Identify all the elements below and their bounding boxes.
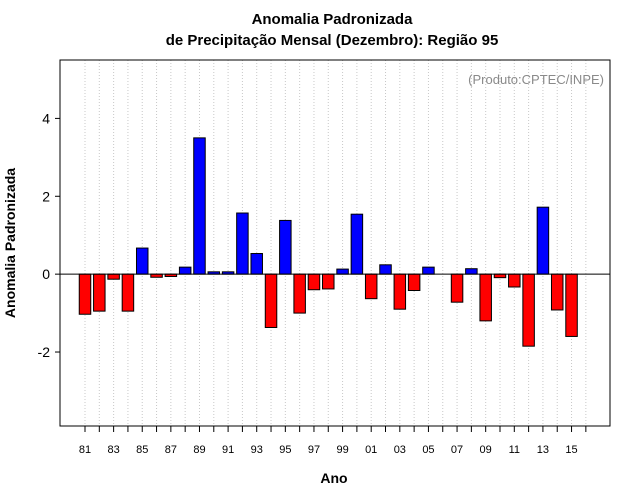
bar-09 [479, 273, 492, 322]
chart-subtitle: de Precipitação Mensal (Dezembro): Regiã… [166, 32, 499, 49]
bars [78, 137, 578, 347]
bar-07 [450, 273, 464, 303]
bar-82 [93, 273, 106, 312]
x-tick-label: 11 [509, 444, 520, 456]
bar-83 [107, 273, 120, 280]
bar-95 [279, 219, 292, 275]
x-tick-label: 97 [308, 444, 320, 456]
bar-92 [236, 212, 249, 275]
bar-97 [307, 273, 321, 291]
bar-98 [322, 273, 335, 290]
x-tick-label: 95 [279, 444, 291, 456]
bar-96 [293, 273, 306, 314]
plot-frame [59, 59, 611, 427]
y-axis: -2 0 2 4 [38, 110, 60, 360]
bar-94 [264, 273, 278, 328]
x-tick-label: 83 [107, 444, 119, 456]
x-tick-label: 93 [251, 444, 263, 456]
x-tick-label: 99 [336, 444, 348, 456]
bar-93 [250, 253, 263, 275]
bar-14 [550, 273, 564, 311]
y-tick-label: -2 [38, 344, 51, 360]
x-tick-label: 09 [480, 444, 492, 456]
x-axis-title: Ano [320, 470, 347, 486]
bar-04 [407, 273, 421, 292]
bar-10 [493, 273, 507, 279]
x-tick-label: 81 [79, 444, 91, 456]
grid-lines [84, 60, 587, 426]
bar-81 [78, 273, 92, 315]
x-tick-label: 87 [165, 444, 177, 456]
bar-03 [393, 273, 407, 310]
x-tick-label: 13 [537, 444, 549, 456]
bar-12 [522, 273, 535, 347]
bar-02 [379, 264, 392, 275]
x-tick-label: 91 [222, 444, 234, 456]
bar-15 [565, 273, 578, 337]
x-axis: 81 83 85 87 89 91 93 95 97 99 01 03 05 07 09 11 13 15 [79, 426, 587, 456]
y-tick-label: 4 [42, 110, 50, 126]
bar-85 [135, 247, 149, 275]
credit-annotation: (Produto:CPTEC/INPE) [468, 72, 604, 87]
bar-13 [536, 206, 550, 275]
y-tick-label: 0 [42, 266, 50, 282]
x-tick-label: 85 [136, 444, 148, 456]
y-tick-label: 2 [42, 188, 50, 204]
bar-01 [364, 273, 378, 300]
bar-89 [193, 137, 206, 275]
x-tick-label: 89 [193, 444, 205, 456]
y-axis-title: Anomalia Padronizada [2, 168, 18, 318]
x-tick-label: 01 [365, 444, 377, 456]
bar-11 [508, 273, 521, 288]
bar-99 [336, 268, 349, 275]
bar-05 [422, 266, 435, 275]
bar-00 [350, 213, 364, 275]
x-tick-label: 15 [565, 444, 577, 456]
bar-84 [121, 273, 135, 312]
bar-08 [465, 268, 478, 275]
x-tick-label: 05 [422, 444, 434, 456]
x-tick-label: 03 [394, 444, 406, 456]
x-tick-label: 07 [451, 444, 463, 456]
bar-88 [178, 266, 192, 275]
chart-title: Anomalia Padronizada [252, 11, 414, 28]
